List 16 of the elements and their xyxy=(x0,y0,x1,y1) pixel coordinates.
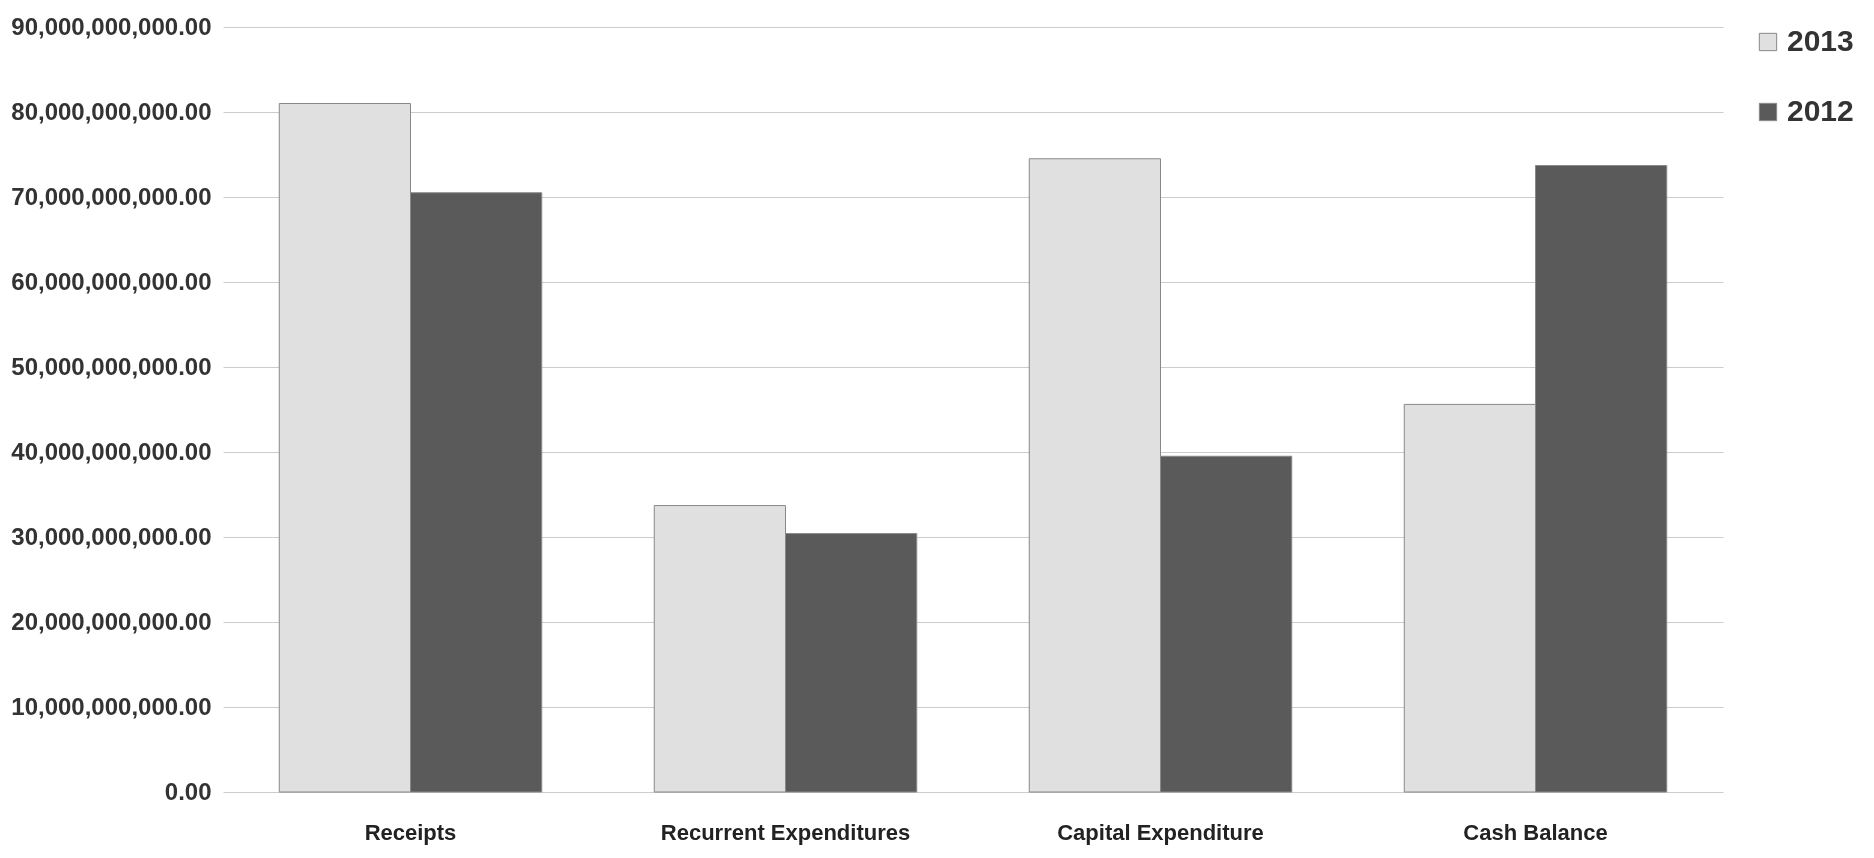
y-tick-label: 20,000,000,000.00 xyxy=(11,607,212,635)
y-tick-label: 40,000,000,000.00 xyxy=(11,437,212,465)
y-tick-label: 10,000,000,000.00 xyxy=(11,692,212,720)
legend-label: 2013 xyxy=(1787,24,1854,57)
x-tick-label: Capital Expenditure xyxy=(1057,819,1264,845)
x-tick-label: Cash Balance xyxy=(1463,819,1608,845)
legend-label: 2012 xyxy=(1787,94,1854,127)
y-tick-label: 70,000,000,000.00 xyxy=(11,182,212,210)
y-tick-label: 60,000,000,000.00 xyxy=(11,267,212,295)
x-tick-label: Receipts xyxy=(364,819,457,845)
y-tick-label: 0.00 xyxy=(164,777,212,805)
x-tick-label: Recurrent Expenditures xyxy=(660,819,911,845)
y-tick-label: 80,000,000,000.00 xyxy=(11,97,212,125)
y-tick-label: 90,000,000,000.00 xyxy=(11,12,212,40)
y-tick-label: 30,000,000,000.00 xyxy=(11,522,212,550)
y-tick-label: 50,000,000,000.00 xyxy=(11,352,212,380)
